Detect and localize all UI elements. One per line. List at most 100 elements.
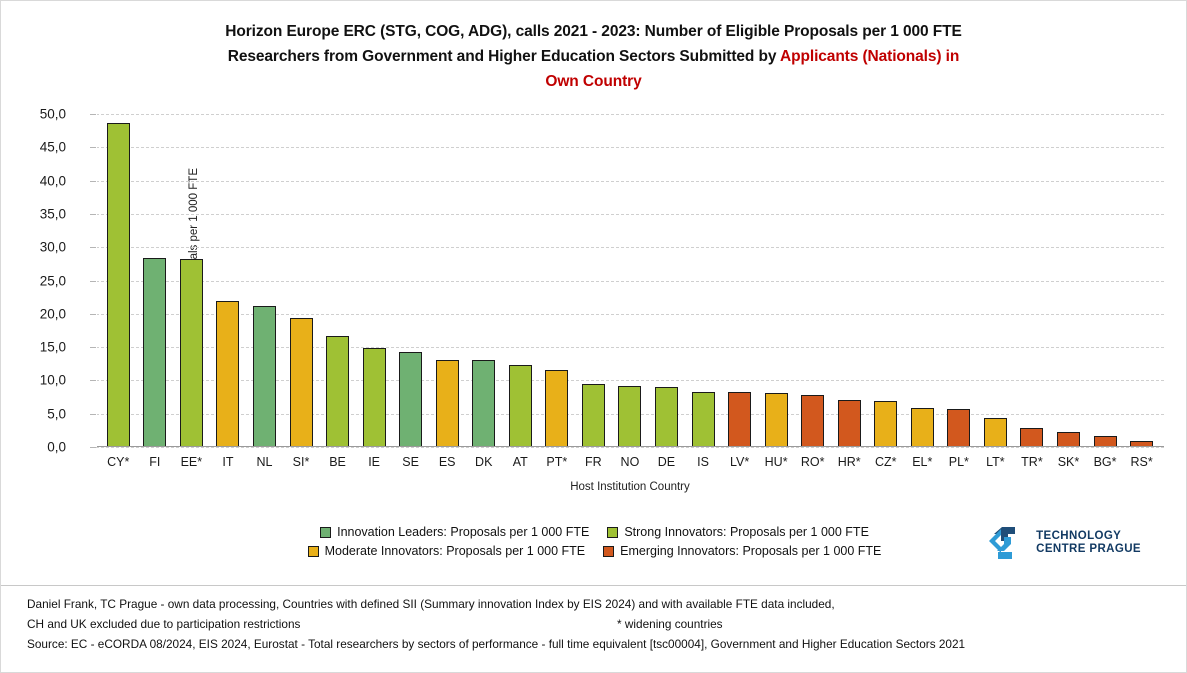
- x-axis-tick-label: BE: [329, 455, 346, 469]
- bar-slot: [502, 114, 539, 447]
- y-axis-tick-mark: [90, 147, 96, 149]
- y-axis-tick-label: 45,0: [39, 139, 66, 155]
- bar-slot: [867, 114, 904, 447]
- legend-item-innovation-leaders[interactable]: Innovation Leaders: Proposals per 1 000 …: [320, 525, 589, 539]
- x-axis-tick-label: EL*: [912, 455, 933, 469]
- chart-title-line-2-accent: Applicants (Nationals) in: [780, 48, 960, 65]
- x-axis-tick-label: LV*: [729, 455, 750, 469]
- bar[interactable]: [399, 352, 423, 447]
- bar[interactable]: [289, 317, 313, 447]
- x-axis-tick-label: AT: [512, 455, 528, 469]
- bar-slot: [356, 114, 393, 447]
- bar[interactable]: [545, 370, 569, 447]
- x-axis-tick-label: CY*: [107, 455, 130, 469]
- bar[interactable]: [106, 122, 130, 447]
- y-axis-tick-label: 20,0: [39, 306, 66, 322]
- bar-slot: [1014, 114, 1051, 447]
- footnote-widening: * widening countries: [617, 617, 723, 631]
- bar-slot: [1050, 114, 1087, 447]
- y-axis-tick-mark: [90, 413, 96, 415]
- y-axis-tick-mark: [90, 280, 96, 282]
- bar-slot: [539, 114, 576, 447]
- logo-text: TECHNOLOGY CENTRE PRAGUE: [1036, 530, 1141, 556]
- bar[interactable]: [837, 399, 861, 447]
- gridline: [96, 213, 1164, 215]
- y-axis-tick-label: 25,0: [39, 273, 66, 288]
- legend-item-strong-innovators[interactable]: Strong Innovators: Proposals per 1 000 F…: [607, 525, 869, 539]
- bar[interactable]: [143, 257, 167, 447]
- y-axis-tick-label: 0,0: [47, 439, 66, 455]
- chart-legend: Innovation Leaders: Proposals per 1 000 …: [1, 525, 1187, 558]
- bar[interactable]: [252, 305, 276, 447]
- technology-centre-prague-logo: TECHNOLOGY CENTRE PRAGUE: [988, 525, 1141, 561]
- bar-slot: [941, 114, 978, 447]
- bar[interactable]: [874, 401, 898, 447]
- x-axis-tick-label: PT*: [546, 455, 568, 469]
- x-axis-tick-label: SI*: [292, 455, 310, 469]
- y-axis-tick-mark: [90, 313, 96, 315]
- bar[interactable]: [691, 391, 715, 447]
- y-axis-tick-mark: [90, 380, 96, 382]
- bar-slot: [904, 114, 941, 447]
- gridline: [96, 380, 1164, 382]
- legend-item-moderate-innovators[interactable]: Moderate Innovators: Proposals per 1 000…: [307, 544, 586, 558]
- footnote-line-2: CH and UK excluded due to participation …: [27, 614, 1160, 634]
- legend-item-emerging-innovators[interactable]: Emerging Innovators: Proposals per 1 000…: [603, 544, 881, 558]
- bar-slot: [575, 114, 612, 447]
- y-axis-line: [96, 114, 97, 447]
- chart-title-line-2: Researchers from Government and Higher E…: [96, 44, 1091, 69]
- chart-title-line-1: Horizon Europe ERC (STG, COG, ADG), call…: [225, 23, 962, 40]
- footnote-line-1: Daniel Frank, TC Prague - own data proce…: [27, 597, 835, 611]
- bar-slot: [137, 114, 174, 447]
- x-axis-tick-label: DE: [657, 455, 676, 469]
- bar[interactable]: [472, 359, 496, 447]
- bar-slot: [685, 114, 722, 447]
- bar-slot: [429, 114, 466, 447]
- x-axis-tick-label: RS*: [1130, 455, 1153, 469]
- bar[interactable]: [216, 301, 240, 447]
- bar-slot: [648, 114, 685, 447]
- chart-title: Horizon Europe ERC (STG, COG, ADG), call…: [96, 19, 1091, 94]
- bar[interactable]: [581, 384, 605, 447]
- bar[interactable]: [910, 407, 934, 447]
- bar[interactable]: [1020, 428, 1044, 447]
- bar[interactable]: [654, 387, 678, 447]
- bar[interactable]: [618, 385, 642, 447]
- bar[interactable]: [435, 359, 459, 447]
- bar-slot: [758, 114, 795, 447]
- bar[interactable]: [326, 335, 350, 447]
- bar[interactable]: [362, 348, 386, 447]
- legend-swatch-icon: [320, 526, 332, 538]
- bar-slot: [100, 114, 137, 447]
- chart-title-line-3: Own Country: [545, 73, 642, 90]
- footnotes: Daniel Frank, TC Prague - own data proce…: [1, 585, 1186, 654]
- x-axis-tick-label: CZ*: [874, 455, 897, 469]
- legend-swatch-icon: [307, 545, 319, 557]
- legend-row-2: Moderate Innovators: Proposals per 1 000…: [307, 544, 881, 558]
- gridline: [96, 147, 1164, 149]
- legend-swatch-icon: [607, 526, 619, 538]
- bar[interactable]: [764, 393, 788, 447]
- x-axis-tick-label: TR*: [1021, 455, 1043, 469]
- x-axis-tick-label: BG*: [1093, 455, 1117, 469]
- y-axis-tick-mark: [90, 447, 96, 448]
- bar-slot: [1123, 114, 1160, 447]
- bar[interactable]: [947, 409, 971, 447]
- legend-label: Moderate Innovators: Proposals per 1 000…: [324, 544, 586, 558]
- y-axis-tick-mark: [90, 180, 96, 182]
- bar-slot: [465, 114, 502, 447]
- x-axis-tick-label: SE: [402, 455, 419, 469]
- bar[interactable]: [728, 391, 752, 447]
- tc-prague-logo-icon: [989, 527, 1016, 559]
- bar[interactable]: [179, 259, 203, 447]
- bar[interactable]: [1056, 431, 1080, 447]
- bar[interactable]: [801, 395, 825, 447]
- y-axis-tick-label: 30,0: [39, 239, 66, 255]
- bar-slot: [831, 114, 868, 447]
- x-axis-labels: CY* FI EE* IT NL SI* BE IE SE ES DK AT PT* FR NO DE IS LV…: [96, 455, 1164, 469]
- logo-text-line-2: CENTRE PRAGUE: [1036, 543, 1141, 555]
- bar[interactable]: [983, 418, 1007, 447]
- bar-slot: [794, 114, 831, 447]
- legend-row-1: Innovation Leaders: Proposals per 1 000 …: [320, 525, 869, 539]
- bar[interactable]: [508, 365, 532, 447]
